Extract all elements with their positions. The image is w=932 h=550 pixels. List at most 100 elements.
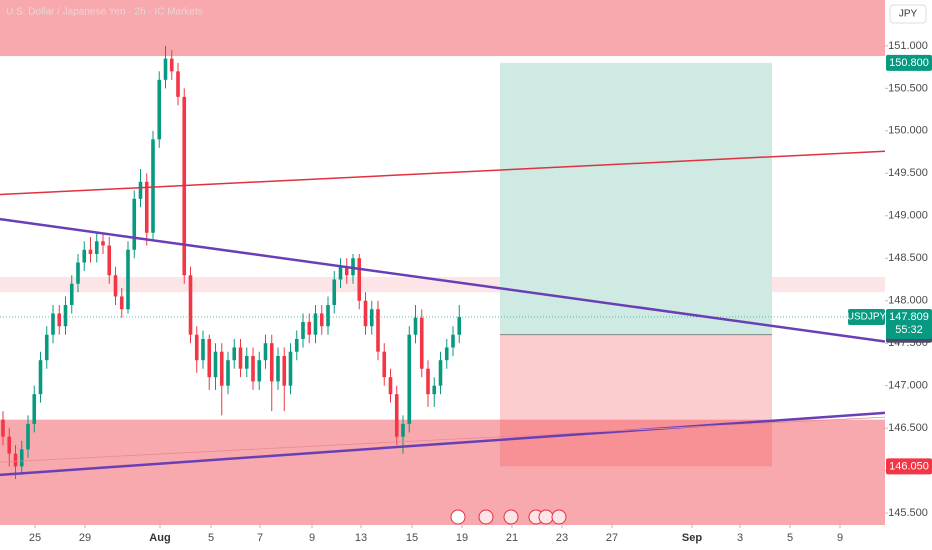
target-price-label-box xyxy=(886,54,932,71)
candle-body xyxy=(313,313,318,335)
profit-zone xyxy=(500,62,772,335)
event-icon[interactable] xyxy=(478,509,494,525)
candle-body xyxy=(457,316,462,335)
candle-body xyxy=(7,436,12,454)
y-tick-label: 146.500 xyxy=(888,422,928,434)
candle-body xyxy=(244,355,249,369)
candle-body xyxy=(1,419,5,437)
candle-body xyxy=(201,338,205,361)
x-tick-label: 29 xyxy=(79,532,91,544)
y-tick-label: 148.000 xyxy=(888,295,928,307)
y-tick-label: 148.500 xyxy=(888,252,928,264)
x-tick-label: Aug xyxy=(149,532,170,544)
candle-body xyxy=(163,58,168,80)
candle-body xyxy=(44,334,49,361)
last-price-label: 147.809 xyxy=(889,311,929,323)
candle-body xyxy=(188,275,193,335)
candle-body xyxy=(13,453,18,467)
y-tick-label: 150.500 xyxy=(888,82,928,94)
time-axis-panel xyxy=(0,525,885,550)
candle-body xyxy=(238,347,243,369)
x-tick-label: 19 xyxy=(456,532,468,544)
x-tick-label: 9 xyxy=(837,532,843,544)
plot-area xyxy=(0,0,886,525)
candle-body xyxy=(88,249,93,255)
candle-body xyxy=(419,317,424,369)
event-icons xyxy=(450,509,567,525)
candle-body xyxy=(63,304,68,327)
x-tick-label: 9 xyxy=(309,532,315,544)
candle-body xyxy=(288,351,293,386)
axes: 151.000 150.500 150.000 149.500 149.000 148.5… xyxy=(29,40,932,544)
candle-body xyxy=(94,241,99,255)
stop-price-label: 146.050 xyxy=(889,460,929,472)
candle-body xyxy=(363,300,368,327)
candle-body xyxy=(144,181,149,233)
event-icon[interactable] xyxy=(551,509,567,525)
candle-body xyxy=(82,249,87,263)
candle-body xyxy=(119,296,124,310)
candle-body xyxy=(126,249,130,310)
candle-body xyxy=(132,198,137,250)
trend-line xyxy=(0,411,886,477)
candle-body xyxy=(151,139,155,233)
trend-line xyxy=(0,416,886,463)
stop-overlap xyxy=(500,419,772,467)
candle-body xyxy=(344,266,349,276)
candle-body xyxy=(407,334,412,424)
candle-body xyxy=(19,449,24,467)
candle-body xyxy=(276,355,280,382)
candle-body xyxy=(376,309,380,352)
x-tick-label: 3 xyxy=(737,532,743,544)
candle-body xyxy=(301,321,305,339)
candle-body xyxy=(319,313,324,327)
candle-body xyxy=(369,309,374,327)
candle-body xyxy=(157,79,162,140)
candle-body xyxy=(26,423,30,450)
candle-body xyxy=(51,313,55,335)
zone xyxy=(0,0,885,57)
event-icon[interactable] xyxy=(450,509,466,525)
candle-body xyxy=(326,304,330,327)
candle-body xyxy=(138,181,143,199)
currency-label[interactable]: JPY xyxy=(899,9,918,20)
y-tick-label: 150.000 xyxy=(888,125,928,137)
candle-body xyxy=(401,423,405,437)
event-icon[interactable] xyxy=(538,509,554,525)
event-icon[interactable] xyxy=(503,509,519,525)
price-axis-panel xyxy=(885,0,932,550)
ticker-box xyxy=(848,308,885,325)
candle-body xyxy=(338,266,343,280)
y-tick-label: 149.000 xyxy=(888,210,928,222)
y-tick-label: 145.500 xyxy=(888,507,928,519)
y-tick-label: 149.500 xyxy=(888,167,928,179)
candle-body xyxy=(194,334,199,361)
candle-body xyxy=(257,360,262,382)
candle-body xyxy=(382,351,387,378)
x-tick-label: 5 xyxy=(787,532,793,544)
last-price-box xyxy=(886,308,932,339)
currency-box[interactable] xyxy=(889,4,927,24)
x-tick-label: 25 xyxy=(29,532,41,544)
x-tick-label: 15 xyxy=(406,532,418,544)
candle-body xyxy=(388,377,393,395)
candle-body xyxy=(307,321,312,335)
candle-body xyxy=(176,71,180,97)
x-tick-label: 27 xyxy=(606,532,618,544)
x-tick-label: 21 xyxy=(506,532,518,544)
candle-body xyxy=(76,262,80,284)
candle-body xyxy=(451,334,455,348)
trend-line xyxy=(0,217,886,343)
candle-body xyxy=(232,347,237,361)
candle-body xyxy=(251,355,255,382)
candle-body xyxy=(444,347,449,361)
x-tick-label: 5 xyxy=(208,532,214,544)
candle-body xyxy=(282,355,287,386)
candle-body xyxy=(38,360,43,395)
chart-title: U.S. Dollar / Japanese Yen · 2h · IC Mar… xyxy=(6,7,203,18)
candle-body xyxy=(394,394,399,437)
candle-body xyxy=(219,351,224,386)
candle-body xyxy=(101,241,105,246)
x-tick-label: 7 xyxy=(257,532,263,544)
